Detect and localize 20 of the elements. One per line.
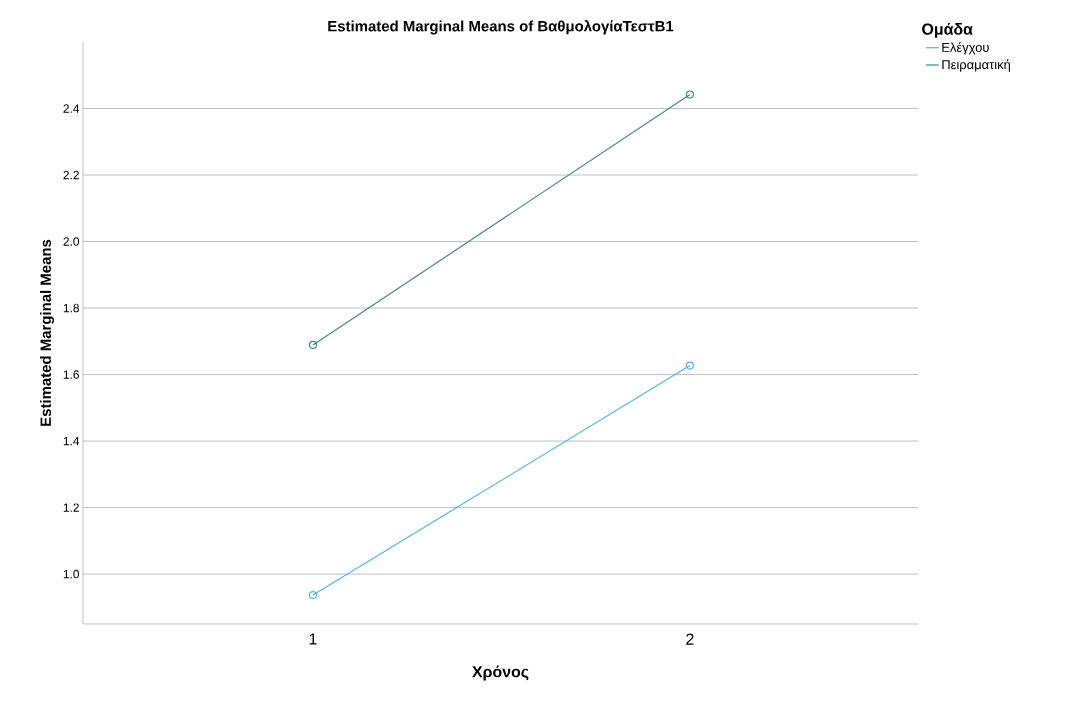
legend-title: Ομάδα xyxy=(922,22,973,38)
y-tick-label: 1.0 xyxy=(63,569,80,579)
y-tick-label: 1.4 xyxy=(63,436,80,446)
y-tick-label: 1.2 xyxy=(63,503,79,512)
y-tick-label: 1.8 xyxy=(63,303,79,313)
point xyxy=(685,90,695,99)
x-tick-label: 2 xyxy=(686,633,694,645)
x-axis-title: Χρόνος xyxy=(472,665,529,681)
point xyxy=(685,361,695,370)
y-tick-label: 2.0 xyxy=(63,237,80,246)
y-tick-label: 2.4 xyxy=(63,104,80,113)
legend-label: Πειραματική xyxy=(942,59,1010,72)
chart-title: Estimated Marginal Means of ΒαθμολογίαΤεστΒ1 xyxy=(328,20,674,35)
y-tick-label: 1.6 xyxy=(63,370,79,379)
y-tick-label: 2.2 xyxy=(63,170,79,180)
x-tick-label: 1 xyxy=(309,633,317,645)
point xyxy=(308,340,318,350)
legend-label: Ελέγχου xyxy=(942,42,989,55)
y-axis-title: Estimated Marginal Means xyxy=(40,239,55,426)
point xyxy=(308,590,318,600)
